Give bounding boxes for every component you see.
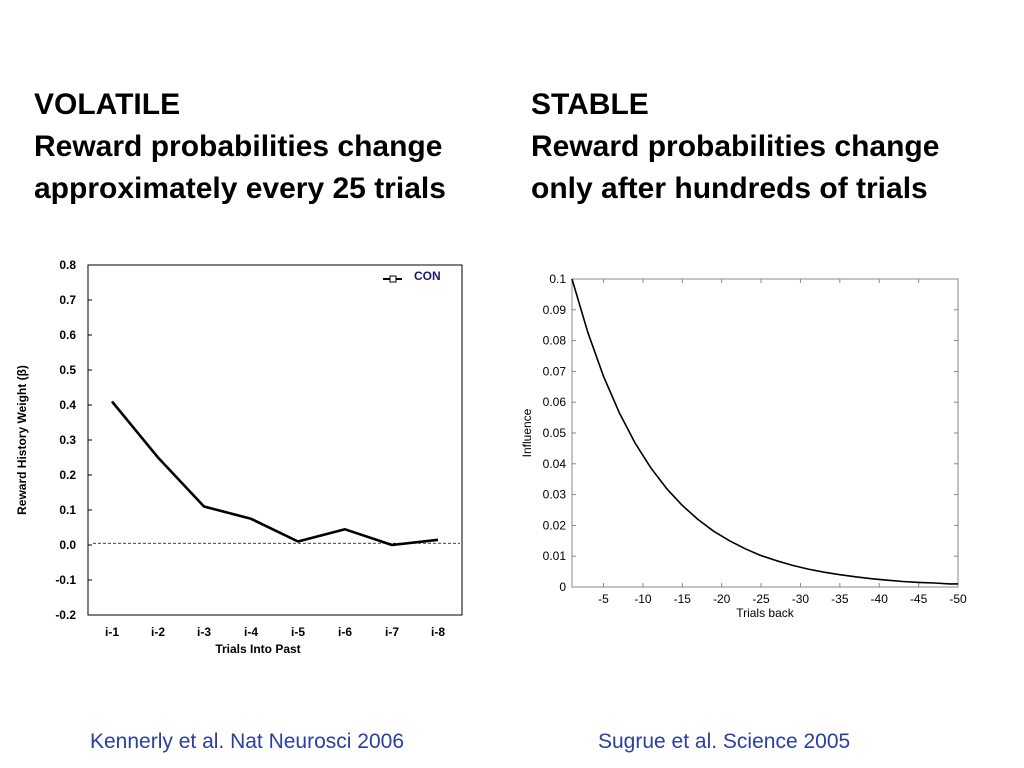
influence-curve — [571, 278, 958, 585]
y-tick-label: 0.04 — [543, 457, 567, 471]
citation-kennerly: Kennerly et al. Nat Neurosci 2006 — [90, 730, 405, 753]
y-tick-label: 0.07 — [543, 364, 567, 378]
heading-stable: STABLE Reward probabilities change only … — [531, 84, 939, 210]
y-tick-label: 0.02 — [543, 518, 567, 532]
x-tick-label: -50 — [949, 592, 967, 606]
heading-stable-title: STABLE — [531, 88, 649, 121]
y-tick-label: 0.4 — [59, 398, 76, 412]
y-tick-label: 0.3 — [59, 433, 76, 447]
y-tick-label: 0.2 — [59, 468, 76, 482]
y-tick-label: 0.7 — [59, 293, 76, 307]
series-line-con — [110, 400, 439, 547]
heading-volatile-line1: Reward probabilities change — [34, 130, 443, 163]
chart-volatile: 0.8 0.7 0.6 0.5 0.4 0.3 0.2 0.1 0.0 -0.1 -0.2 i-1 i-… — [15, 258, 463, 656]
heading-stable-line1: Reward probabilities change — [531, 130, 940, 163]
heading-volatile-title: VOLATILE — [34, 88, 181, 121]
y-tick-label: 0.06 — [543, 395, 567, 409]
x-tick-label: -35 — [831, 592, 849, 606]
y-tick-label: -0.2 — [55, 608, 76, 622]
x-tick-label: i-1 — [105, 625, 119, 639]
y-tick-label: 0.08 — [543, 334, 567, 348]
x-axis-label: Trials back — [736, 606, 795, 620]
y-tick-label: 0.1 — [549, 272, 566, 286]
citation-sugrue: Sugrue et al. Science 2005 — [598, 730, 851, 753]
y-tick-label: 0.09 — [543, 303, 567, 317]
x-tick-label: i-6 — [338, 625, 352, 639]
heading-volatile-line2: approximately every 25 trials — [34, 172, 446, 205]
y-tick-label: 0.01 — [543, 549, 567, 563]
y-tick-label: 0.6 — [59, 328, 76, 342]
x-tick-label: -40 — [871, 592, 889, 606]
x-tick-label: i-4 — [244, 625, 258, 639]
y-axis-label: Influence — [520, 408, 534, 457]
x-tick-label: i-5 — [291, 625, 305, 639]
heading-volatile: VOLATILE Reward probabilities change app… — [34, 84, 446, 210]
legend-marker — [389, 275, 397, 283]
x-tick-label: -15 — [674, 592, 692, 606]
heading-stable-line2: only after hundreds of trials — [531, 172, 928, 205]
x-tick-label: i-2 — [151, 625, 165, 639]
y-tick-label: 0.5 — [59, 363, 76, 377]
y-axis-label: Reward History Weight (β) — [15, 365, 29, 515]
x-tick-label: -30 — [792, 592, 810, 606]
x-tick-label: i-8 — [431, 625, 445, 639]
x-tick-label: -20 — [713, 592, 731, 606]
y-tick-label: 0.8 — [59, 258, 76, 272]
y-tick-label: 0.0 — [59, 538, 76, 552]
x-tick-label: i-7 — [385, 625, 399, 639]
x-tick-label: -5 — [598, 592, 609, 606]
x-tick-label: -25 — [752, 592, 770, 606]
y-tick-label: -0.1 — [55, 573, 76, 587]
y-tick-label: 0.05 — [543, 426, 567, 440]
x-tick-label: i-3 — [197, 625, 211, 639]
x-tick-label: -45 — [910, 592, 928, 606]
y-tick-label: 0.03 — [543, 488, 567, 502]
chart-stable: 0.1 0.09 0.08 0.07 0.06 0.05 0.04 0.03 0.02 0.01 0… — [520, 272, 967, 620]
x-axis-label: Trials Into Past — [215, 642, 300, 656]
y-tick-label: 0.1 — [59, 503, 76, 517]
legend-label-con: CON — [414, 269, 441, 283]
x-tick-label: -10 — [634, 592, 652, 606]
y-tick-label: 0 — [559, 580, 566, 594]
